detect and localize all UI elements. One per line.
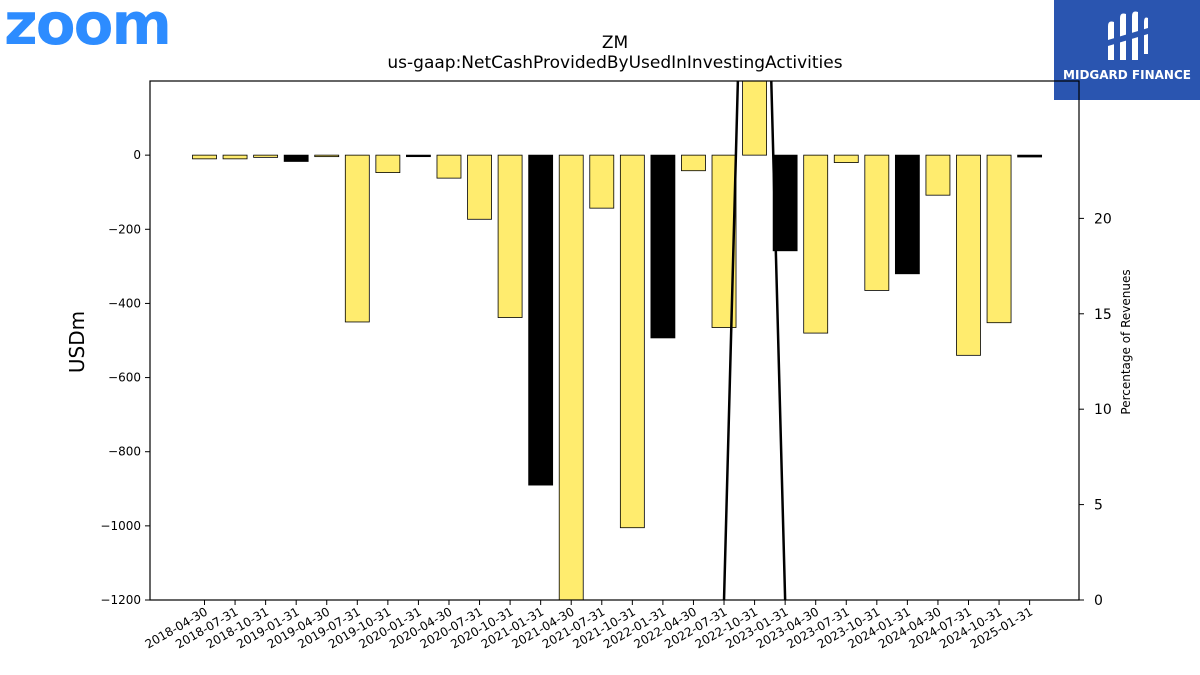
bar xyxy=(1017,154,1043,158)
y-axis-label: USDm xyxy=(65,311,89,373)
y2-tick-label: 5 xyxy=(1094,498,1103,514)
bar xyxy=(558,154,584,600)
y-tick-label: −1000 xyxy=(100,519,141,533)
bar xyxy=(925,154,951,196)
y-tick-label: 0 xyxy=(133,148,141,162)
bar xyxy=(894,154,920,275)
bar xyxy=(864,154,890,291)
midgard-emblem-icon xyxy=(1108,11,1148,60)
bar xyxy=(344,154,370,323)
chart-subtitle: us-gaap:NetCashProvidedByUsedInInvesting… xyxy=(387,53,842,73)
bar xyxy=(467,154,492,220)
y-tick-label: −1200 xyxy=(100,593,141,607)
bar xyxy=(742,81,767,156)
midgard-finance-logo: MIDGARD FINANCE xyxy=(1054,0,1200,100)
bar xyxy=(283,154,309,162)
bar xyxy=(192,154,217,160)
zoom-logo: zoom xyxy=(4,0,172,58)
bar xyxy=(222,154,248,160)
y-tick-label: −600 xyxy=(108,371,141,385)
bar xyxy=(986,154,1012,324)
bar xyxy=(497,154,523,318)
y2-tick-label: 0 xyxy=(1094,593,1103,609)
bars-group xyxy=(192,81,1043,600)
y-tick-label: −800 xyxy=(108,445,141,459)
bar xyxy=(650,154,676,339)
plot-frame xyxy=(149,80,1080,601)
pct-line xyxy=(722,81,787,600)
bar xyxy=(833,154,859,163)
bar xyxy=(436,154,462,179)
bar xyxy=(619,154,645,529)
bar xyxy=(772,154,798,252)
y2-tick-label: 20 xyxy=(1094,211,1112,227)
bar xyxy=(406,154,431,158)
y2-axis-label: Percentage of Revenues xyxy=(1119,269,1133,414)
y-tick-label: −200 xyxy=(108,222,141,236)
bar xyxy=(589,154,615,209)
bar xyxy=(253,154,279,158)
bar xyxy=(956,154,981,356)
midgard-finance-wordmark: MIDGARD FINANCE xyxy=(1063,68,1191,82)
chart-title: ZM xyxy=(602,33,628,53)
bar xyxy=(803,154,829,334)
bar xyxy=(681,154,706,172)
y-tick-label: −400 xyxy=(108,296,141,310)
y2-tick-label: 10 xyxy=(1094,402,1112,418)
bar xyxy=(528,154,554,486)
bar xyxy=(375,154,401,173)
y2-tick-label: 15 xyxy=(1094,307,1112,323)
bar xyxy=(314,154,340,158)
